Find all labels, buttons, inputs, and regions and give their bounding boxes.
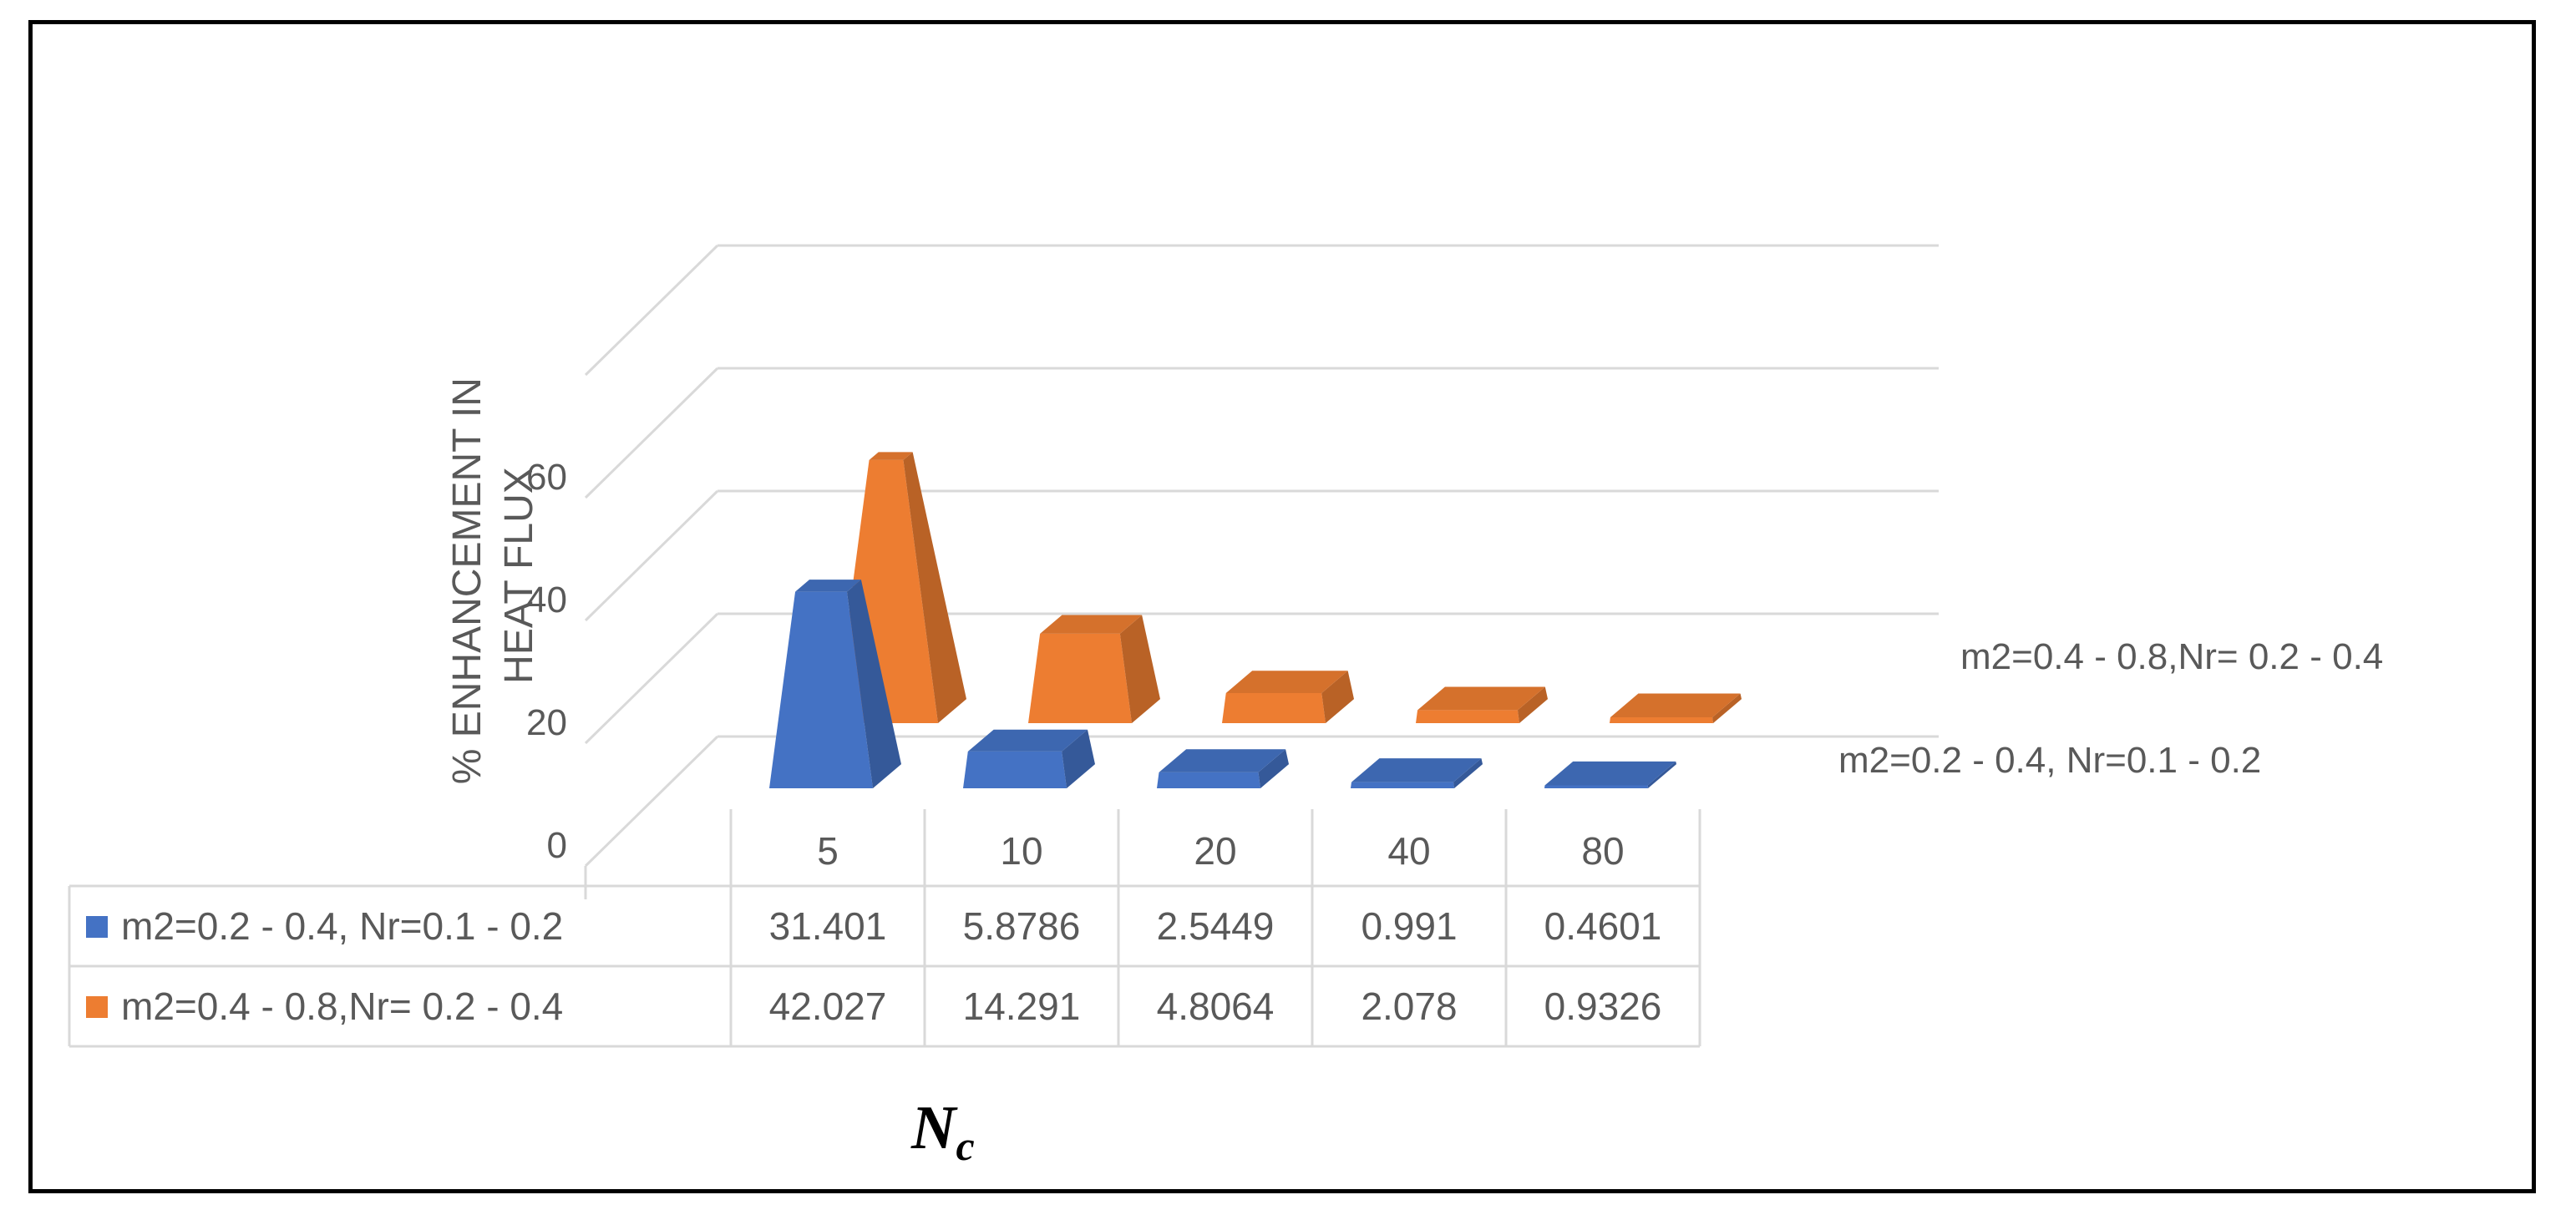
gridline-side xyxy=(584,735,719,868)
table-cell-value: 4.8064 xyxy=(1157,985,1275,1028)
gridline-side xyxy=(584,489,719,622)
table-cell-value: 42.027 xyxy=(769,985,887,1028)
series-axis-label: m2=0.2 - 0.4, Nr=0.1 - 0.2 xyxy=(1838,740,2261,781)
bar-side-face xyxy=(1321,671,1354,723)
legend-swatch xyxy=(86,996,108,1018)
data-table: 5 10 20 40 80 m2=0.2 - 0.4, Nr=0.1 - 0.2 31.40… xyxy=(68,809,1701,1048)
bar-side-face xyxy=(1647,761,1676,788)
x-axis-label: Nc xyxy=(910,1094,975,1169)
table-cell-value: 0.4601 xyxy=(1544,904,1662,948)
bar-front-face xyxy=(1222,692,1326,723)
bar-front-face xyxy=(1157,772,1260,788)
chart-svg: 0 20 40 60 m2=0.2 - 0.4, Nr=0.1 - 0.2 m2=0.4… xyxy=(68,244,2383,1169)
bar-front-face xyxy=(963,751,1067,788)
legend-label: m2=0.4 - 0.8,Nr= 0.2 - 0.4 xyxy=(121,985,563,1028)
bar-top-face xyxy=(1417,686,1545,711)
bar-orange-80 xyxy=(1610,693,1742,723)
legend-label: m2=0.2 - 0.4, Nr=0.1 - 0.2 xyxy=(121,904,563,948)
bar-top-face xyxy=(1225,671,1348,693)
chart-frame: 0 20 40 60 m2=0.2 - 0.4, Nr=0.1 - 0.2 m2=0.4… xyxy=(28,20,2536,1193)
y-axis-label: % ENHANCEMENT IN HEAT FLUX xyxy=(445,367,541,785)
bar-blue-80 xyxy=(1544,761,1676,788)
bar-side-face xyxy=(1453,758,1483,788)
legend-swatch xyxy=(86,916,108,938)
bar-side-face xyxy=(846,580,901,788)
bar-top-face xyxy=(1040,615,1143,634)
bar-top-face xyxy=(795,580,861,592)
y-tick-label: 0 xyxy=(547,825,567,866)
bar-top-face xyxy=(869,452,913,460)
x-tick-label: 20 xyxy=(1194,829,1236,873)
bar-front-face xyxy=(1416,710,1519,723)
x-axis-label-main: N xyxy=(910,1094,958,1162)
bar-top-face xyxy=(967,729,1088,752)
bar-front-face xyxy=(1351,782,1454,788)
bar-side-face xyxy=(1517,686,1548,723)
bar-top-face xyxy=(1610,693,1741,718)
y-axis-label-line1: % ENHANCEMENT IN xyxy=(445,377,489,784)
bar-front-face xyxy=(769,591,873,788)
x-axis-label-sub: c xyxy=(956,1122,974,1169)
bar-front-face xyxy=(1028,633,1132,723)
bar-orange-40 xyxy=(1416,686,1548,723)
bar-side-face xyxy=(1062,729,1095,788)
gridline-side xyxy=(584,367,719,499)
bar-front-face xyxy=(1544,785,1648,788)
bar-blue-40 xyxy=(1351,758,1483,788)
x-tick-label: 10 xyxy=(1000,829,1042,873)
table-cell-value: 31.401 xyxy=(769,904,887,948)
gridlines xyxy=(584,244,1939,899)
bar-orange-10 xyxy=(1028,615,1160,723)
series-axis-label: m2=0.4 - 0.8,Nr= 0.2 - 0.4 xyxy=(1960,636,2383,677)
bar-blue-10 xyxy=(963,729,1095,788)
x-tick-label: 5 xyxy=(817,829,839,873)
bar-side-face xyxy=(1258,749,1289,788)
y-tick-label: 60 xyxy=(526,457,567,498)
bar-top-face xyxy=(1544,761,1676,786)
y-axis-ticks: 0 20 40 60 xyxy=(526,457,567,866)
y-tick-label: 40 xyxy=(526,580,567,620)
gridline-side xyxy=(584,244,719,377)
gridline-side xyxy=(584,612,719,745)
bar-blue-5 xyxy=(769,580,901,788)
y-tick-label: 20 xyxy=(526,702,567,743)
x-tick-label: 80 xyxy=(1581,829,1624,873)
bars xyxy=(769,452,1742,788)
bar-blue-20 xyxy=(1157,749,1289,788)
bar-orange-20 xyxy=(1222,671,1354,723)
table-cell-value: 5.8786 xyxy=(963,904,1081,948)
series-axis-labels: m2=0.2 - 0.4, Nr=0.1 - 0.2 m2=0.4 - 0.8,N… xyxy=(1838,636,2383,781)
table-cell-value: 0.9326 xyxy=(1544,985,1662,1028)
bar-side-face xyxy=(1712,693,1742,723)
table-cell-value: 0.991 xyxy=(1361,904,1457,948)
x-tick-label: 40 xyxy=(1387,829,1430,873)
bar-top-face xyxy=(1351,758,1482,782)
bar-side-face xyxy=(1119,615,1160,723)
bar-top-face xyxy=(1159,749,1286,772)
bar-side-face xyxy=(903,452,966,723)
bar-front-face xyxy=(1610,717,1713,723)
y-axis-label-line2: HEAT FLUX xyxy=(497,467,541,684)
table-cell-value: 14.291 xyxy=(963,985,1081,1028)
table-cell-value: 2.078 xyxy=(1361,985,1457,1028)
table-cell-value: 2.5449 xyxy=(1157,904,1275,948)
